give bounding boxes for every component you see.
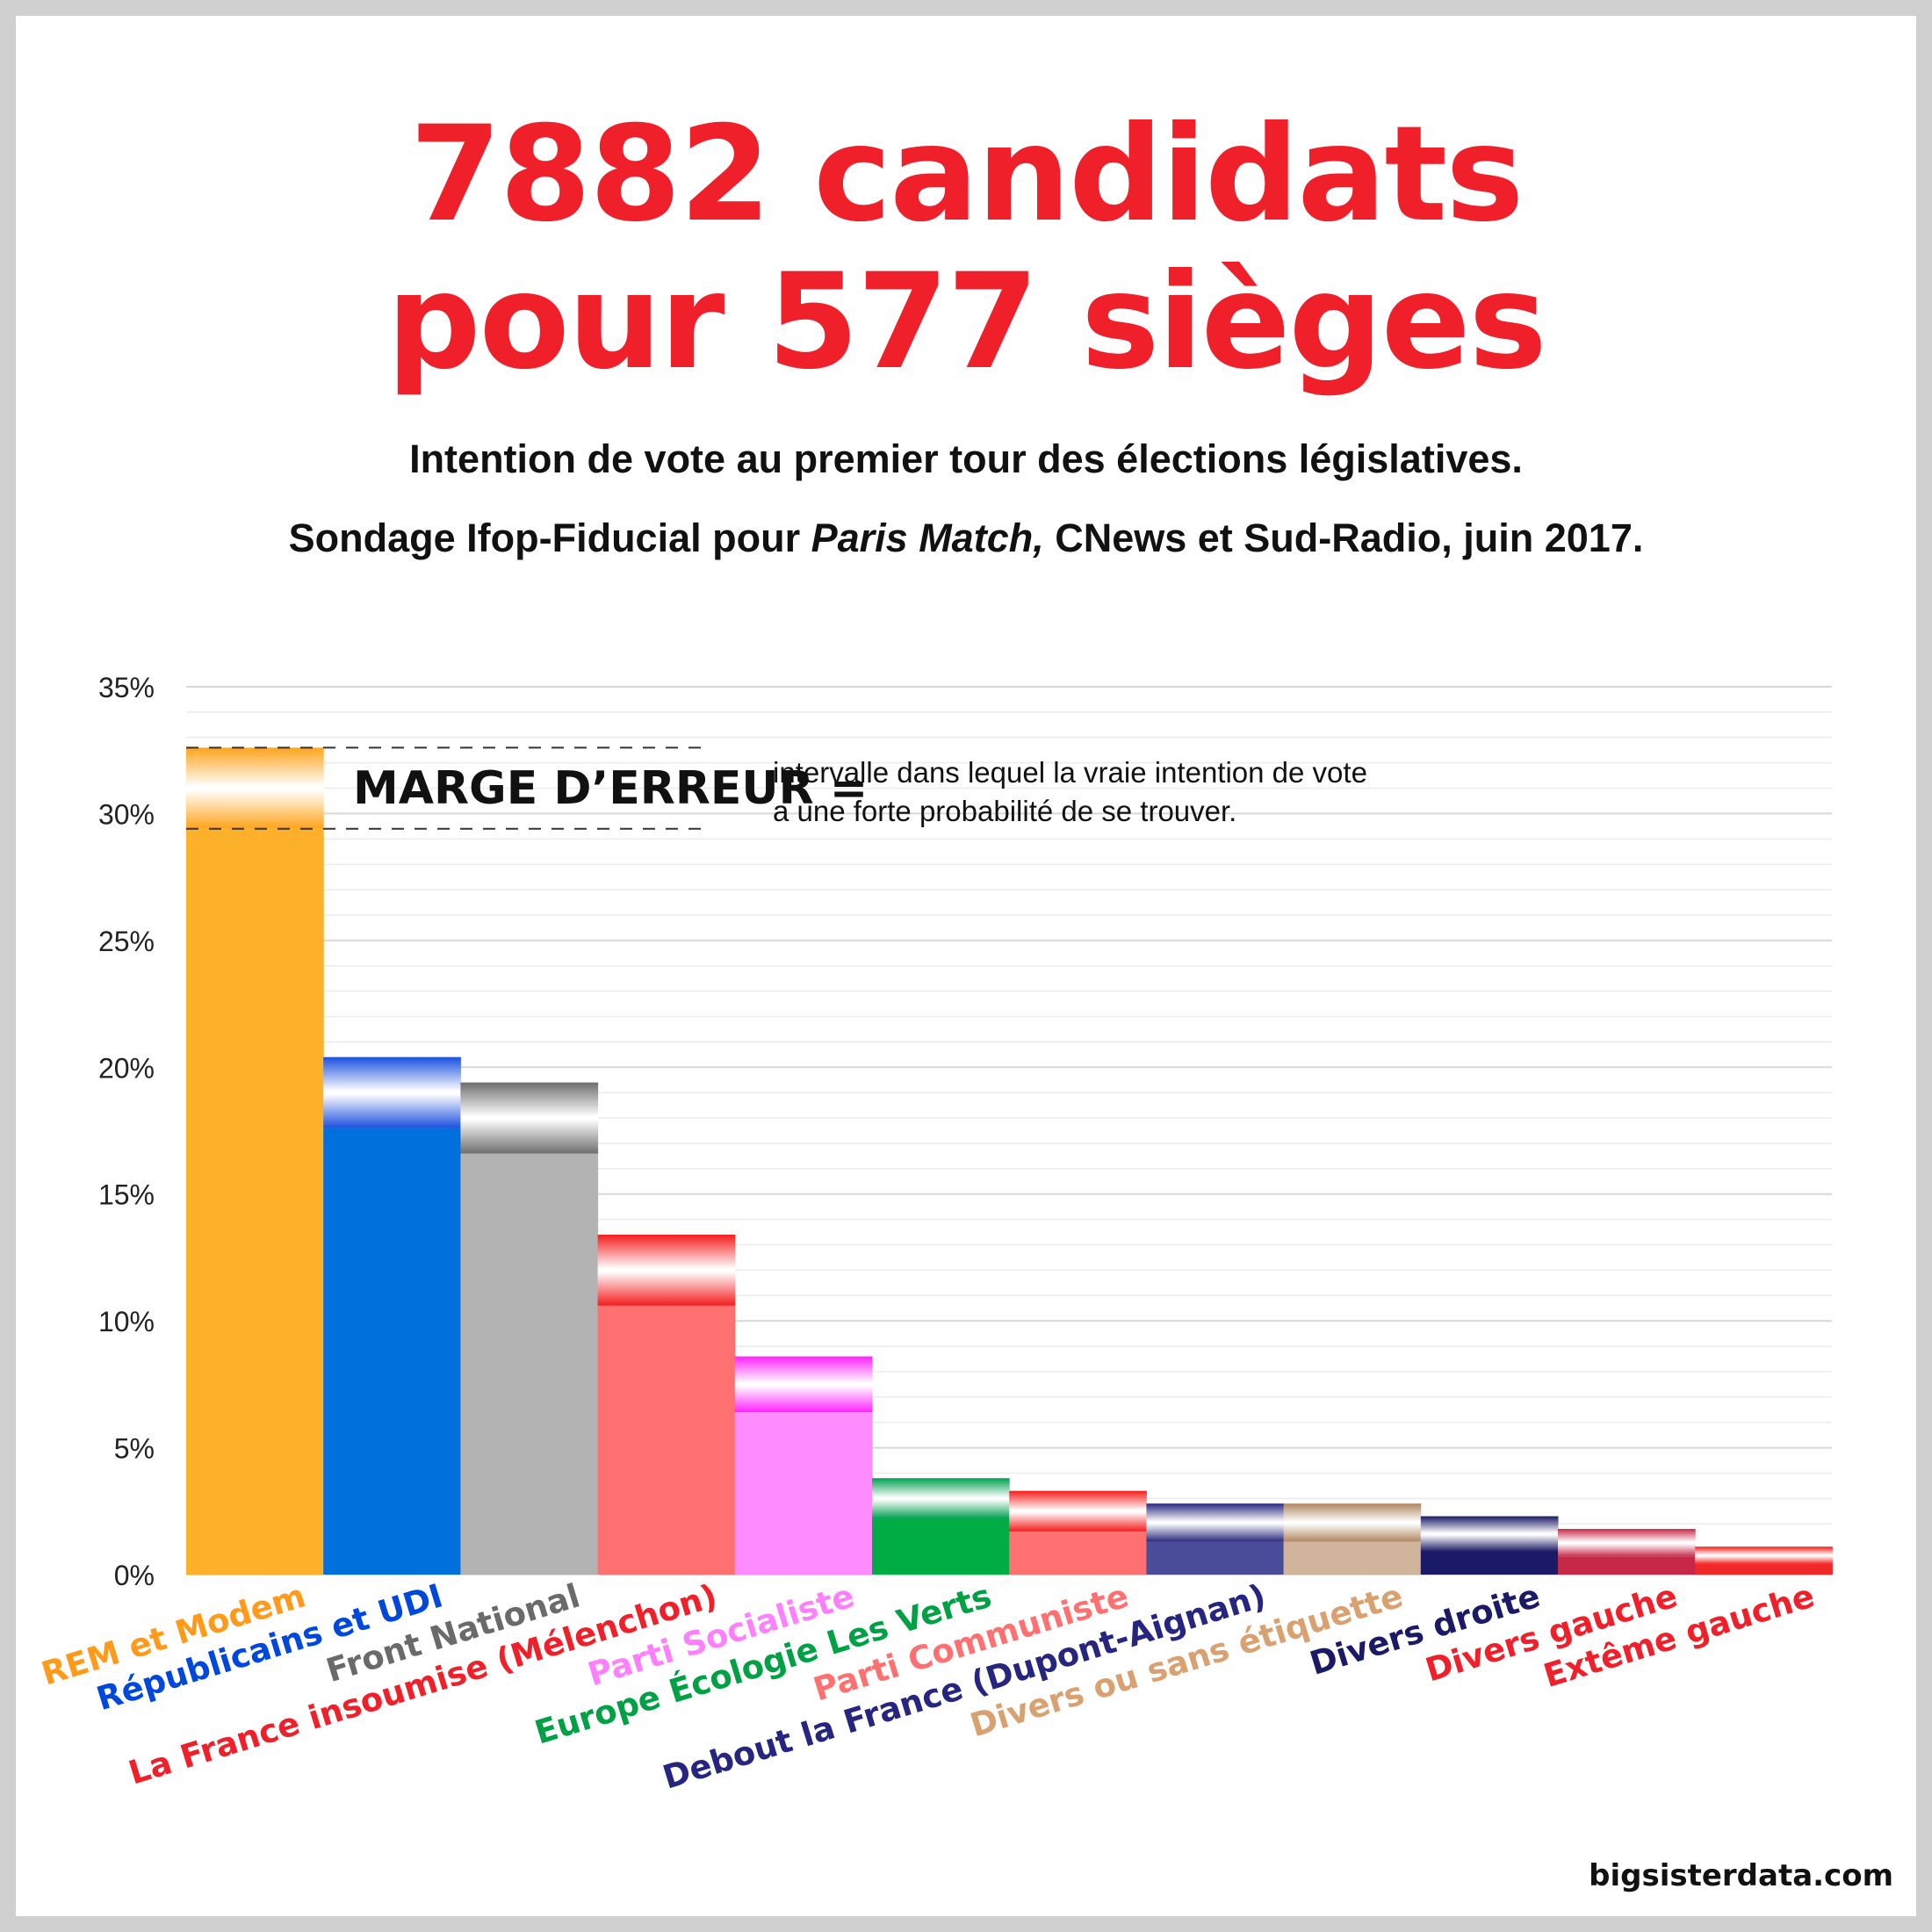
bar [460,1153,599,1575]
error-band [460,1082,599,1154]
title-line-2: pour 577 sièges [386,246,1547,399]
y-tick-label: 30% [98,798,155,830]
y-tick-label: 15% [98,1179,155,1211]
error-margin-desc-line-1: intervalle dans lequel la vraie intentio… [773,756,1367,789]
error-band [1146,1503,1285,1542]
bar [1558,1556,1696,1575]
y-tick-label: 35% [98,672,155,703]
subtitle-publication: Paris Match, [811,515,1044,560]
bar [323,1128,461,1575]
error-band [323,1056,461,1128]
title-line-1: 7882 candidats [409,98,1525,251]
error-band [734,1356,873,1413]
y-tick-label: 25% [98,926,155,957]
source-credit: bigsisterdata.com [1589,1858,1893,1893]
bar [597,1305,736,1575]
subtitle-line-2: Sondage Ifop-Fiducial pour Paris Match, … [0,499,1932,578]
error-band [597,1234,736,1306]
bar [1146,1541,1285,1575]
subtitle-line-1: Intention de vote au premier tour des él… [409,436,1523,481]
chart-subtitle: Intention de vote au premier tour des él… [0,420,1932,578]
error-margin-desc-line-2: a une forte probabilité de se trouver. [773,795,1237,827]
error-band [1420,1516,1559,1553]
subtitle-text-a: Sondage Ifop-Fiducial pour [288,515,811,560]
y-tick-label: 10% [98,1306,155,1337]
bar [186,828,324,1575]
error-band [186,747,324,829]
subtitle-text-c: CNews et Sud-Radio, juin 2017. [1043,515,1644,560]
error-band [872,1478,1010,1519]
bar [1695,1564,1833,1575]
bar [734,1412,873,1575]
y-tick-label: 5% [114,1433,155,1465]
y-tick-label: 20% [98,1052,155,1084]
bar [1420,1552,1559,1575]
bar [1283,1541,1422,1575]
error-band [1558,1529,1696,1557]
bar [872,1518,1010,1575]
y-tick-label: 0% [114,1560,155,1591]
error-band [1283,1503,1422,1542]
error-band [1695,1546,1833,1565]
bar [1009,1531,1147,1575]
error-margin-description: intervalle dans lequel la vraie intentio… [773,753,1367,831]
error-margin-label: MARGE D’ERREUR = [353,762,869,815]
chart-title: 7882 candidats pour 577 sièges [0,101,1932,396]
error-band [1009,1490,1147,1532]
